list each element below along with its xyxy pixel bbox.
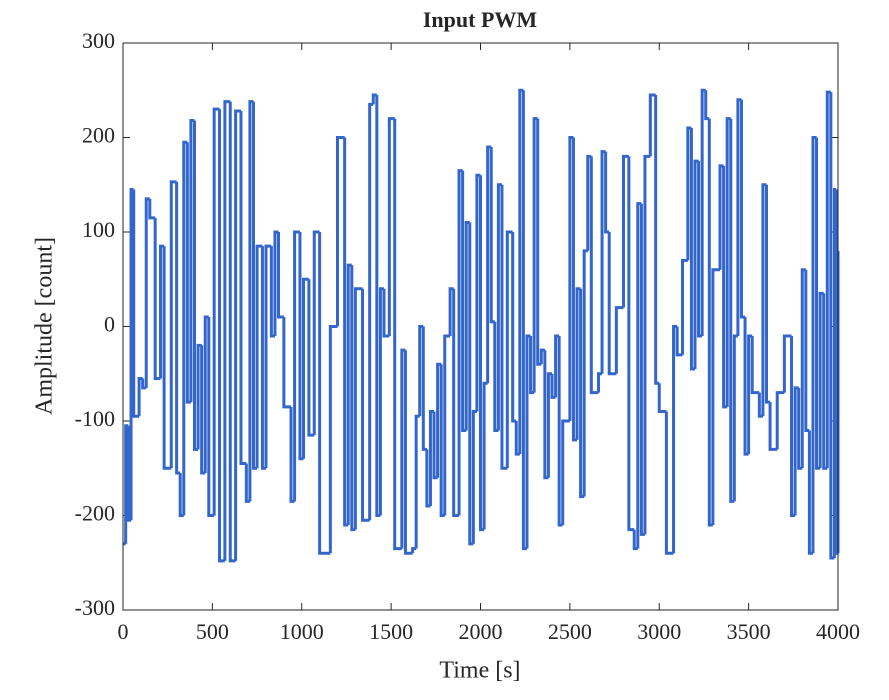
x-tick-label: 1000 xyxy=(280,619,324,644)
x-tick-label: 3000 xyxy=(637,619,681,644)
line-segment xyxy=(732,334,738,502)
line-segment xyxy=(353,287,363,530)
line-segment xyxy=(361,288,370,522)
y-tick-label: 300 xyxy=(82,28,115,53)
y-tick-label: 100 xyxy=(82,217,115,242)
line-segment xyxy=(223,100,231,561)
line-segment xyxy=(277,232,284,319)
line-segment xyxy=(489,146,495,324)
x-tick-label: 4000 xyxy=(816,619,860,644)
line-segment xyxy=(452,288,460,517)
line-segment xyxy=(768,402,778,451)
line-segment xyxy=(680,258,688,355)
line-segment xyxy=(382,288,390,338)
y-tick-label: -100 xyxy=(75,406,115,431)
line-segment xyxy=(648,93,656,157)
line-segment xyxy=(239,111,247,466)
line-segment xyxy=(393,118,402,551)
line-segment xyxy=(411,547,417,554)
line-segment xyxy=(132,189,140,418)
line-segment xyxy=(604,151,610,234)
x-tick-label: 500 xyxy=(196,619,229,644)
line-segment xyxy=(536,118,542,366)
line-segment xyxy=(675,326,683,357)
line-segment xyxy=(293,230,300,502)
line-segment xyxy=(511,232,517,423)
line-segment xyxy=(607,232,617,376)
line-segment xyxy=(739,99,746,319)
line-segment xyxy=(403,350,413,555)
x-tick-label: 3500 xyxy=(727,619,771,644)
y-tick-label: -200 xyxy=(75,501,115,526)
y-axis-label: Amplitude [count] xyxy=(32,237,58,415)
line-segment xyxy=(775,391,785,450)
line-segment xyxy=(443,334,451,516)
line-segment xyxy=(175,181,181,475)
y-tick-label: 0 xyxy=(104,312,115,337)
x-tick-label: 0 xyxy=(118,619,129,644)
line-segment xyxy=(264,244,272,469)
line-segment xyxy=(302,277,309,459)
line-segment xyxy=(414,414,420,549)
line-segment xyxy=(596,372,603,393)
line-segment xyxy=(318,232,331,555)
line-segment xyxy=(561,419,570,525)
x-axis-label: Time [s] xyxy=(439,658,520,684)
line-segment xyxy=(144,197,150,388)
line-segment xyxy=(368,102,374,521)
line-segment xyxy=(482,381,488,530)
line-segment xyxy=(328,325,338,554)
line-segment xyxy=(148,198,156,220)
line-segment xyxy=(589,156,599,395)
line-segment xyxy=(169,180,177,469)
line-segment xyxy=(153,217,161,380)
line-segment xyxy=(505,230,513,469)
line-segment xyxy=(627,156,635,532)
line-segment xyxy=(664,411,674,555)
x-tick-label: 1500 xyxy=(369,619,413,644)
line-segment xyxy=(750,335,760,395)
line-segment xyxy=(654,94,660,385)
line-segment xyxy=(162,246,172,470)
line-segment xyxy=(782,334,792,393)
line-segment xyxy=(614,306,624,374)
line-segment xyxy=(672,325,678,554)
line-segment xyxy=(643,154,651,535)
line-segment xyxy=(804,269,810,432)
y-tick-label: -300 xyxy=(75,595,115,620)
line-segment xyxy=(711,268,721,525)
line-segment xyxy=(765,184,771,404)
x-tick-label: 2000 xyxy=(459,619,503,644)
line-segment xyxy=(471,410,477,544)
line-segment xyxy=(307,279,315,437)
line-segment xyxy=(622,154,629,308)
line-segment xyxy=(218,109,225,563)
line-segment xyxy=(282,317,292,409)
line-segment xyxy=(255,244,263,469)
line-segment xyxy=(228,101,236,563)
line-segment xyxy=(421,326,427,451)
line-segment xyxy=(387,117,395,336)
line-segment xyxy=(500,184,508,470)
y-tick-label: 200 xyxy=(82,123,115,148)
line-segment xyxy=(700,88,706,336)
line-segment xyxy=(336,136,345,327)
line-segment xyxy=(582,249,588,497)
line-segment xyxy=(312,230,320,436)
chart-title: Input PWM xyxy=(423,7,538,32)
plot-frame xyxy=(122,42,839,611)
line-segment xyxy=(704,90,710,121)
line-segment xyxy=(207,317,215,517)
line-segment xyxy=(234,109,241,561)
line-segment xyxy=(657,383,667,414)
line-segment xyxy=(212,107,220,516)
x-tick-label: 2500 xyxy=(548,619,592,644)
